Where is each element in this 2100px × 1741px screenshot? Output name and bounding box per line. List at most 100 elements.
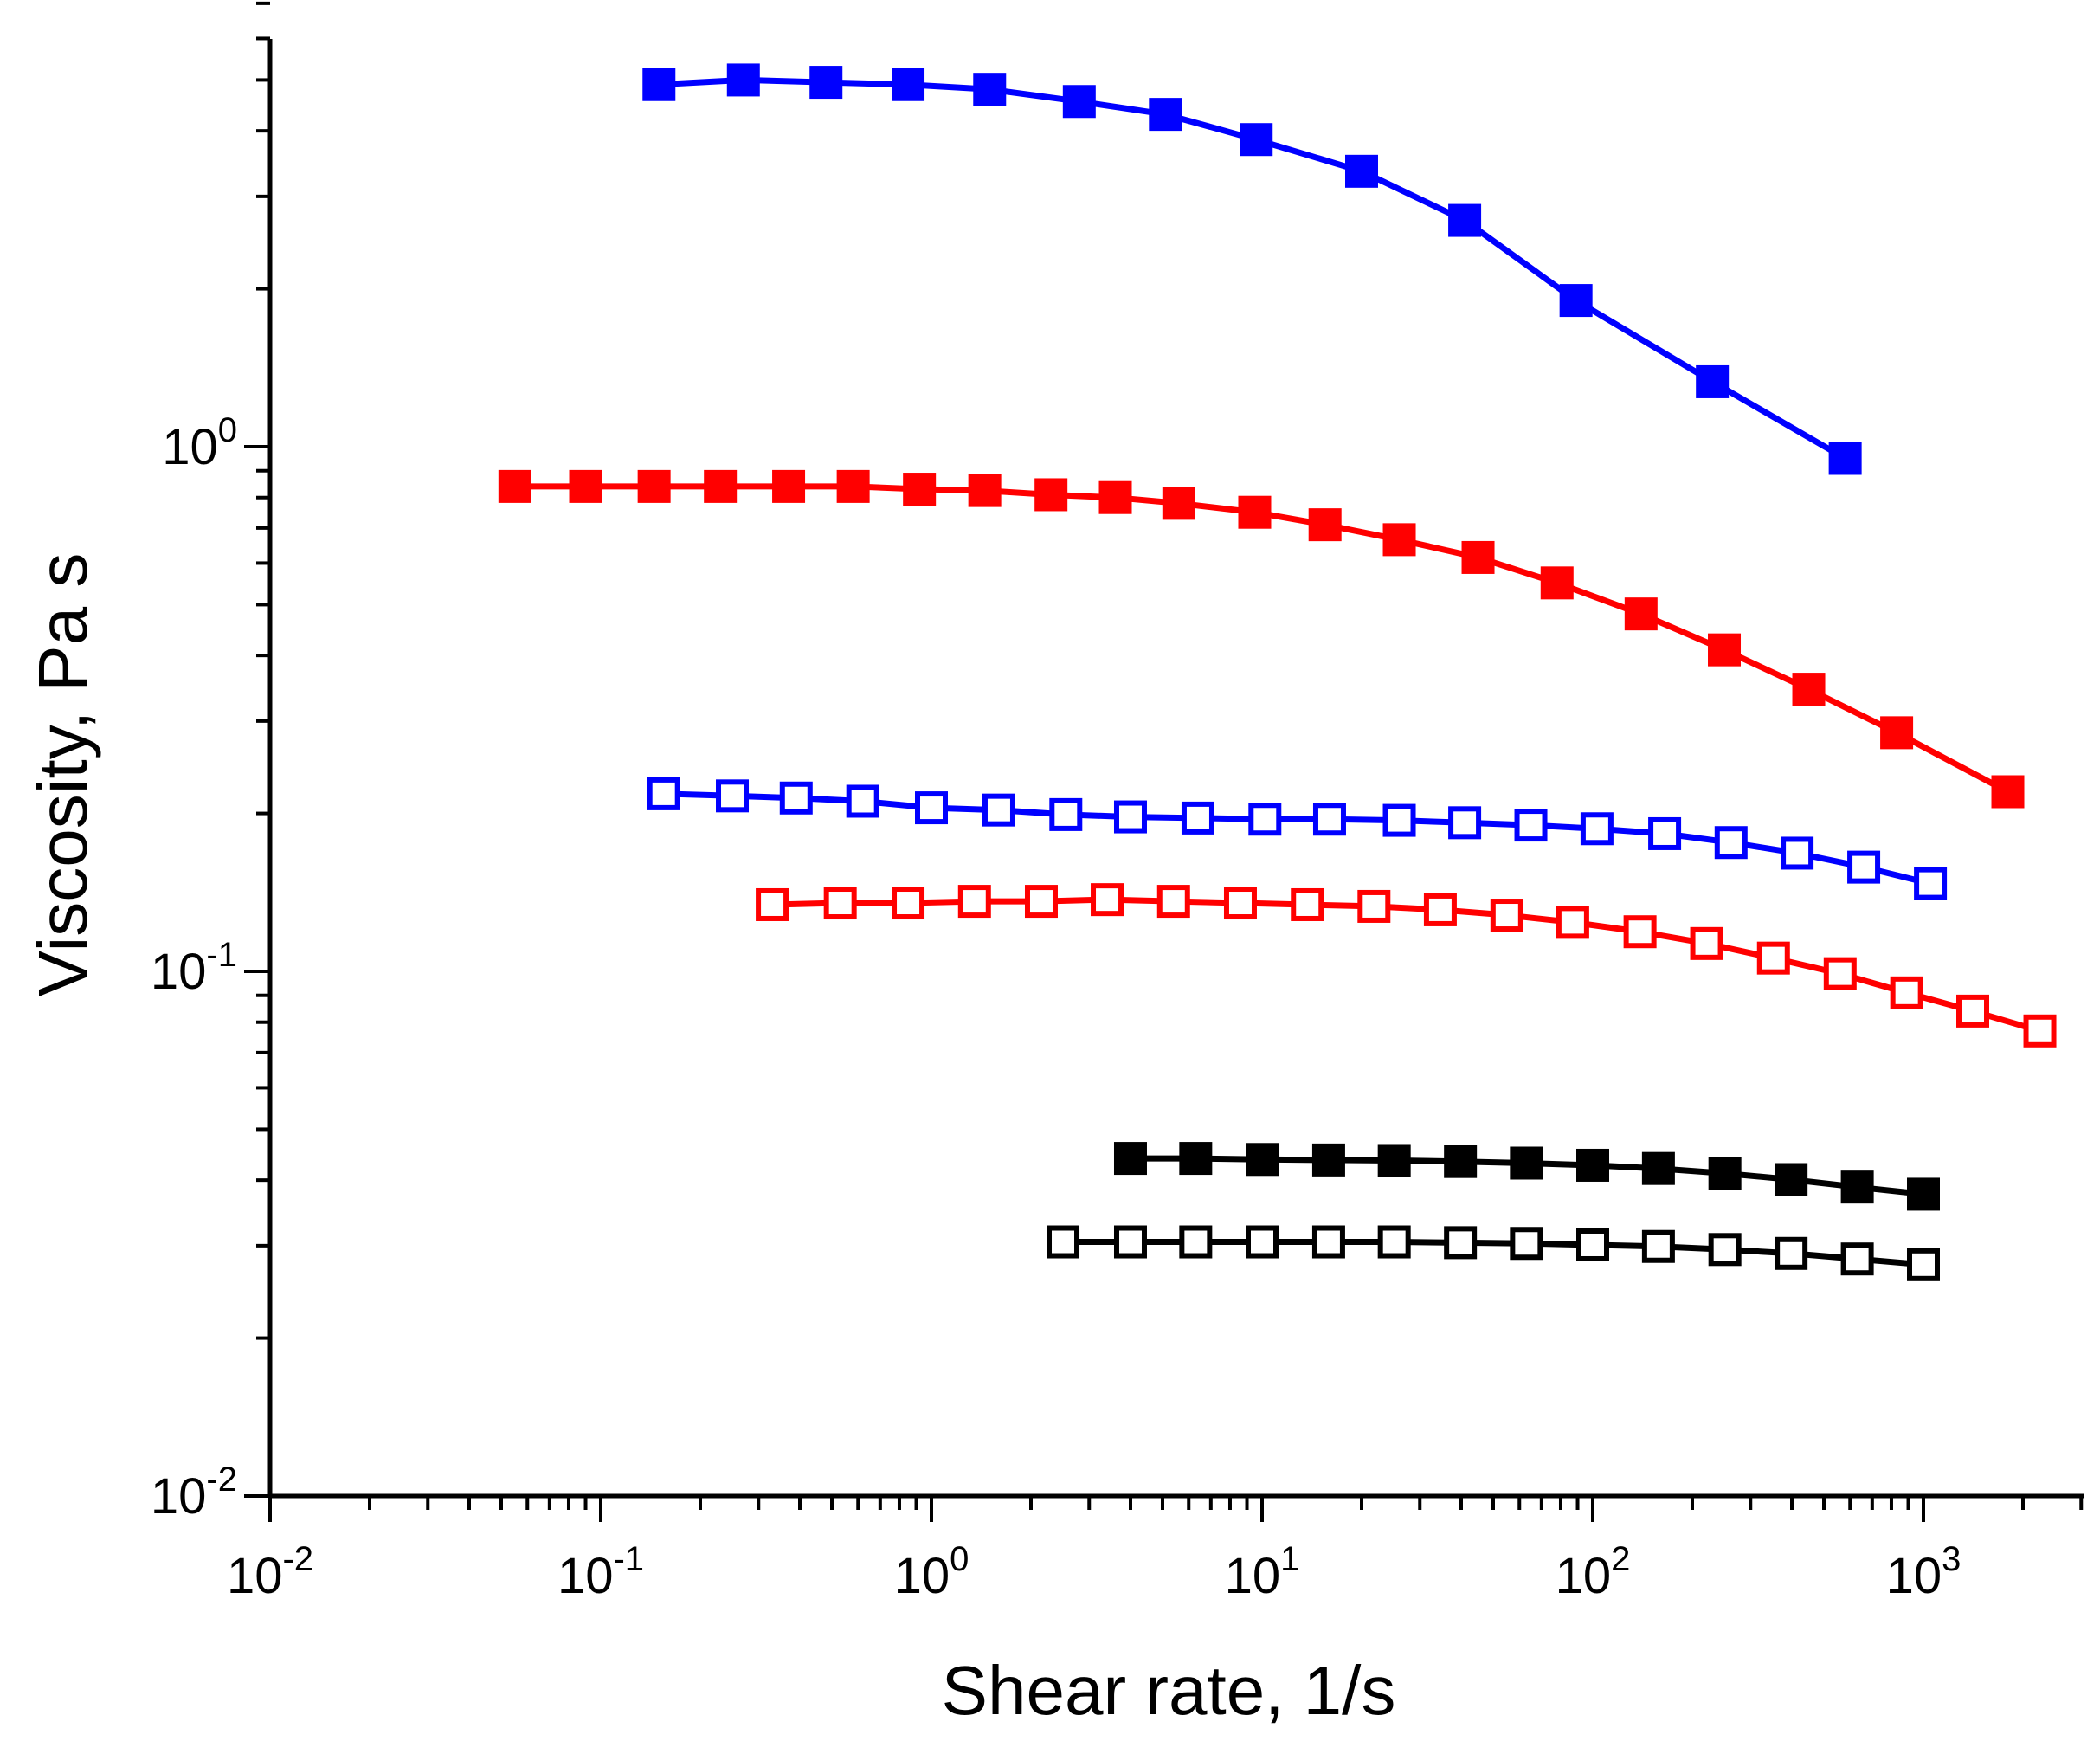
data-point [1308, 508, 1342, 542]
x-tick-label: 100 [894, 1540, 969, 1604]
data-point [836, 469, 870, 503]
data-point [1382, 523, 1416, 557]
data-point [1490, 899, 1523, 932]
series-red-open [756, 883, 2057, 1048]
data-point [1756, 941, 1790, 975]
data-point [809, 66, 843, 100]
data-point [647, 777, 680, 810]
data-point [1828, 442, 1862, 475]
data-point [1311, 1225, 1345, 1259]
data-point [1641, 1151, 1675, 1185]
data-point [1357, 889, 1391, 923]
data-point [779, 781, 813, 815]
data-point [846, 784, 879, 818]
data-point [1696, 364, 1730, 398]
data-point [1034, 478, 1068, 512]
data-point [756, 887, 789, 921]
data-point [1840, 1242, 1874, 1276]
series-black-filled [1113, 1142, 1940, 1211]
data-point [1792, 673, 1826, 706]
y-axis-title: Viscosity, Pa s [24, 553, 101, 997]
data-point [1377, 1144, 1411, 1177]
data-point [1781, 836, 1814, 870]
data-point [1823, 957, 1857, 990]
data-point [1880, 716, 1914, 750]
data-point [1623, 915, 1657, 949]
series-blue-open [647, 777, 1948, 900]
data-point [903, 473, 937, 506]
data-point [1714, 826, 1748, 860]
data-point [1624, 597, 1658, 631]
data-point [1223, 887, 1257, 920]
data-point [1847, 850, 1881, 884]
data-point [982, 793, 1015, 827]
data-point [1580, 812, 1614, 846]
series-line [514, 483, 2010, 795]
data-point [1344, 154, 1378, 188]
data-point [1423, 893, 1457, 926]
data-point [1024, 885, 1058, 919]
data-point [1179, 1142, 1213, 1176]
data-point [1559, 284, 1593, 318]
data-point [637, 469, 671, 503]
data-point [1162, 487, 1195, 520]
y-tick-label: 10-1 [151, 936, 237, 1000]
x-tick-label: 10-2 [227, 1540, 313, 1604]
data-point [1444, 1226, 1478, 1260]
data-point [1448, 806, 1482, 840]
x-tick-label: 102 [1556, 1540, 1631, 1604]
series-black-open [1047, 1225, 1940, 1281]
data-point [915, 791, 948, 825]
x-tick-label: 103 [1886, 1540, 1962, 1604]
data-point [1062, 85, 1096, 119]
data-point [1248, 803, 1282, 836]
data-point [1510, 1146, 1543, 1180]
data-point [968, 474, 1002, 507]
data-point [1444, 1145, 1478, 1178]
data-point [1576, 1228, 1609, 1261]
data-point [1113, 1142, 1147, 1176]
data-point [1113, 1225, 1147, 1259]
data-point [716, 779, 750, 813]
data-point [1448, 203, 1482, 237]
data-point [1113, 800, 1147, 834]
data-point [1098, 480, 1132, 514]
data-point [1775, 1236, 1808, 1270]
data-point [1382, 803, 1416, 837]
data-point [1775, 1163, 1808, 1196]
y-tick-label: 10-2 [151, 1461, 237, 1525]
data-point [1907, 1248, 1940, 1281]
data-point [892, 887, 925, 920]
data-point [1514, 809, 1548, 842]
data-point [1510, 1227, 1543, 1261]
data-point [498, 469, 531, 503]
data-point [957, 885, 991, 919]
data-point [1991, 775, 2025, 809]
x-tick-label: 10-1 [557, 1540, 644, 1604]
data-point [1641, 1229, 1675, 1263]
data-point [1291, 887, 1324, 921]
data-point [642, 68, 676, 101]
data-point [1540, 566, 1574, 600]
data-point [892, 68, 925, 101]
x-axis: 10-2 10-1 100 101 102 103 [227, 1493, 2084, 1604]
data-point [772, 469, 806, 503]
data-point [1156, 885, 1190, 919]
data-point [1149, 98, 1182, 132]
data-point [1556, 906, 1589, 939]
data-point [1181, 801, 1214, 835]
data-point [1238, 495, 1272, 529]
y-tick-label: 100 [162, 411, 237, 475]
y-axis: 10-2 10-1 100 [151, 1, 273, 1525]
data-point [1956, 994, 1990, 1028]
data-point [1246, 1225, 1279, 1259]
series-red-filled [498, 469, 2025, 809]
data-point [1047, 1225, 1080, 1259]
data-point [1890, 976, 1923, 1009]
data-point [1914, 867, 1948, 900]
data-point [1246, 1143, 1279, 1177]
data-point [1690, 926, 1723, 960]
data-point [569, 469, 602, 503]
data-point [1179, 1225, 1213, 1259]
